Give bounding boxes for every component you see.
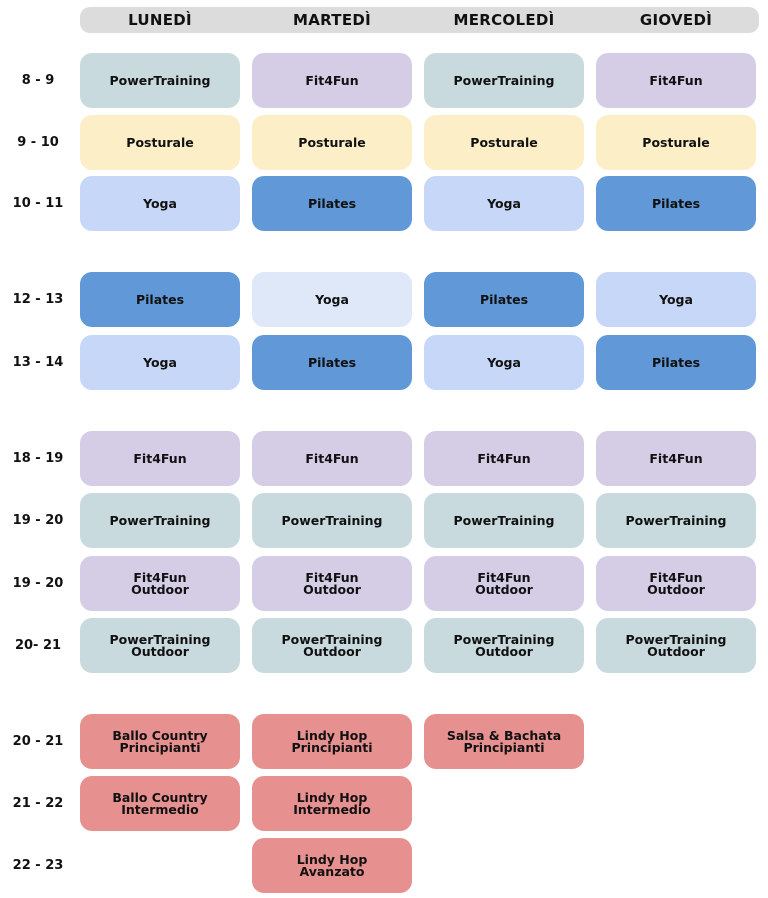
time-slot-label: 8 - 9 — [21, 73, 55, 88]
class-cell: Fit4Fun — [596, 431, 756, 486]
class-cell: Fit4Fun Outdoor — [596, 556, 756, 611]
class-cell: Lindy Hop Avanzato — [252, 838, 412, 893]
class-cell: PowerTraining Outdoor — [596, 618, 756, 673]
day-header: LUNEDÌ — [128, 11, 192, 29]
class-cell: PowerTraining Outdoor — [424, 618, 584, 673]
class-cell: Fit4Fun — [596, 53, 756, 108]
class-cell: Pilates — [596, 176, 756, 231]
class-cell: Posturale — [424, 115, 584, 170]
class-cell: PowerTraining — [80, 53, 240, 108]
class-cell: PowerTraining Outdoor — [252, 618, 412, 673]
class-cell: Pilates — [424, 272, 584, 327]
time-slot-label: 10 - 11 — [12, 196, 64, 211]
time-slot-label: 19 - 20 — [12, 513, 64, 528]
class-cell: Posturale — [80, 115, 240, 170]
time-slot-label: 13 - 14 — [12, 355, 64, 370]
class-cell: Fit4Fun — [80, 431, 240, 486]
class-cell: Pilates — [252, 176, 412, 231]
class-cell: Salsa & Bachata Principianti — [424, 714, 584, 769]
class-cell: Lindy Hop Intermedio — [252, 776, 412, 831]
class-cell: PowerTraining Outdoor — [80, 618, 240, 673]
time-slot-label: 21 - 22 — [12, 796, 64, 811]
time-slot-label: 20 - 21 — [12, 734, 64, 749]
day-header: MERCOLEDÌ — [453, 11, 555, 29]
time-slot-label: 18 - 19 — [12, 451, 64, 466]
class-cell: PowerTraining — [80, 493, 240, 548]
class-cell: Fit4Fun Outdoor — [252, 556, 412, 611]
class-cell: Lindy Hop Principianti — [252, 714, 412, 769]
time-slot-label: 9 - 10 — [17, 135, 59, 150]
class-cell: PowerTraining — [424, 53, 584, 108]
day-header: MARTEDÌ — [292, 11, 372, 29]
class-cell: Pilates — [252, 335, 412, 390]
class-cell: Posturale — [596, 115, 756, 170]
class-cell: PowerTraining — [252, 493, 412, 548]
class-cell: Posturale — [252, 115, 412, 170]
time-slot-label: 22 - 23 — [12, 858, 64, 873]
time-slot-label: 19 - 20 — [12, 576, 64, 591]
class-cell: Fit4Fun Outdoor — [80, 556, 240, 611]
class-cell: Fit4Fun — [424, 431, 584, 486]
day-header: GIOVEDÌ — [639, 11, 713, 29]
time-slot-label: 12 - 13 — [12, 292, 64, 307]
class-cell: Yoga — [80, 176, 240, 231]
class-cell: Yoga — [424, 176, 584, 231]
class-cell: Yoga — [252, 272, 412, 327]
class-cell: Yoga — [596, 272, 756, 327]
class-cell: PowerTraining — [424, 493, 584, 548]
days-header-bar — [80, 7, 759, 33]
time-slot-label: 20- 21 — [14, 638, 62, 653]
class-cell: Ballo Country Principianti — [80, 714, 240, 769]
class-cell: Fit4Fun — [252, 53, 412, 108]
class-cell: Yoga — [424, 335, 584, 390]
class-cell: Pilates — [80, 272, 240, 327]
class-cell: Ballo Country Intermedio — [80, 776, 240, 831]
class-cell: Yoga — [80, 335, 240, 390]
class-cell: Pilates — [596, 335, 756, 390]
class-cell: Fit4Fun — [252, 431, 412, 486]
class-cell: PowerTraining — [596, 493, 756, 548]
class-cell: Fit4Fun Outdoor — [424, 556, 584, 611]
